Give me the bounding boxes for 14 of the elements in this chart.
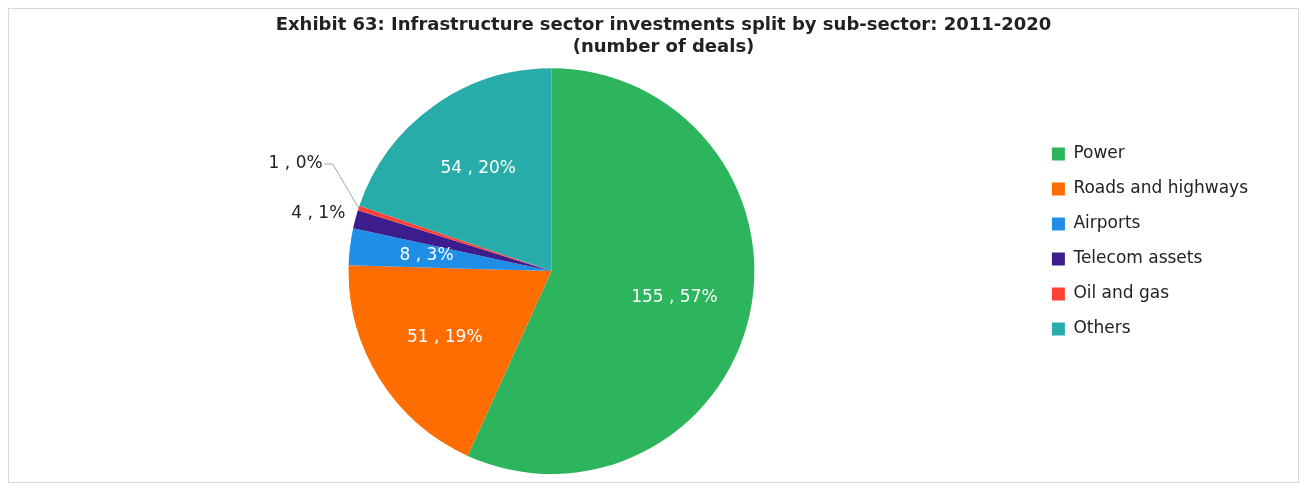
text: (number of deals) <box>572 35 755 57</box>
legend-label: Oil and gas <box>1073 282 1170 303</box>
data-label: 155 , 57% <box>631 286 718 307</box>
data-label: 54 , 20% <box>440 157 517 178</box>
text: Exhibit 63: Infrastructure sector investments split by sub-sector: 2011-2020 <box>275 13 1052 35</box>
legend-label: Others <box>1073 317 1131 338</box>
legend-label: Roads and highways <box>1073 177 1249 198</box>
legend-label: Airports <box>1073 212 1141 233</box>
legend-label: Telecom assets <box>1072 247 1203 268</box>
legend-label: Power <box>1073 142 1125 163</box>
data-label: 4 , 1% <box>291 201 346 222</box>
data-label: 51 , 19% <box>406 326 483 347</box>
data-label: 8 , 3% <box>399 244 454 265</box>
data-label: 1 , 0% <box>268 152 323 173</box>
